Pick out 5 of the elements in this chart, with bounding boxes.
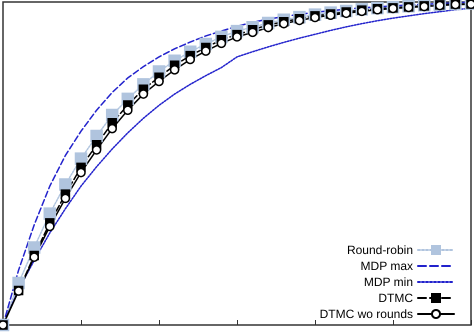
- legend-label: Round-robin: [346, 243, 413, 257]
- legend-label: DTMC wo rounds: [320, 307, 413, 321]
- legend-label: MDP max: [360, 259, 413, 273]
- legend-label: DTMC: [378, 291, 414, 305]
- legend-label: MDP min: [364, 275, 413, 289]
